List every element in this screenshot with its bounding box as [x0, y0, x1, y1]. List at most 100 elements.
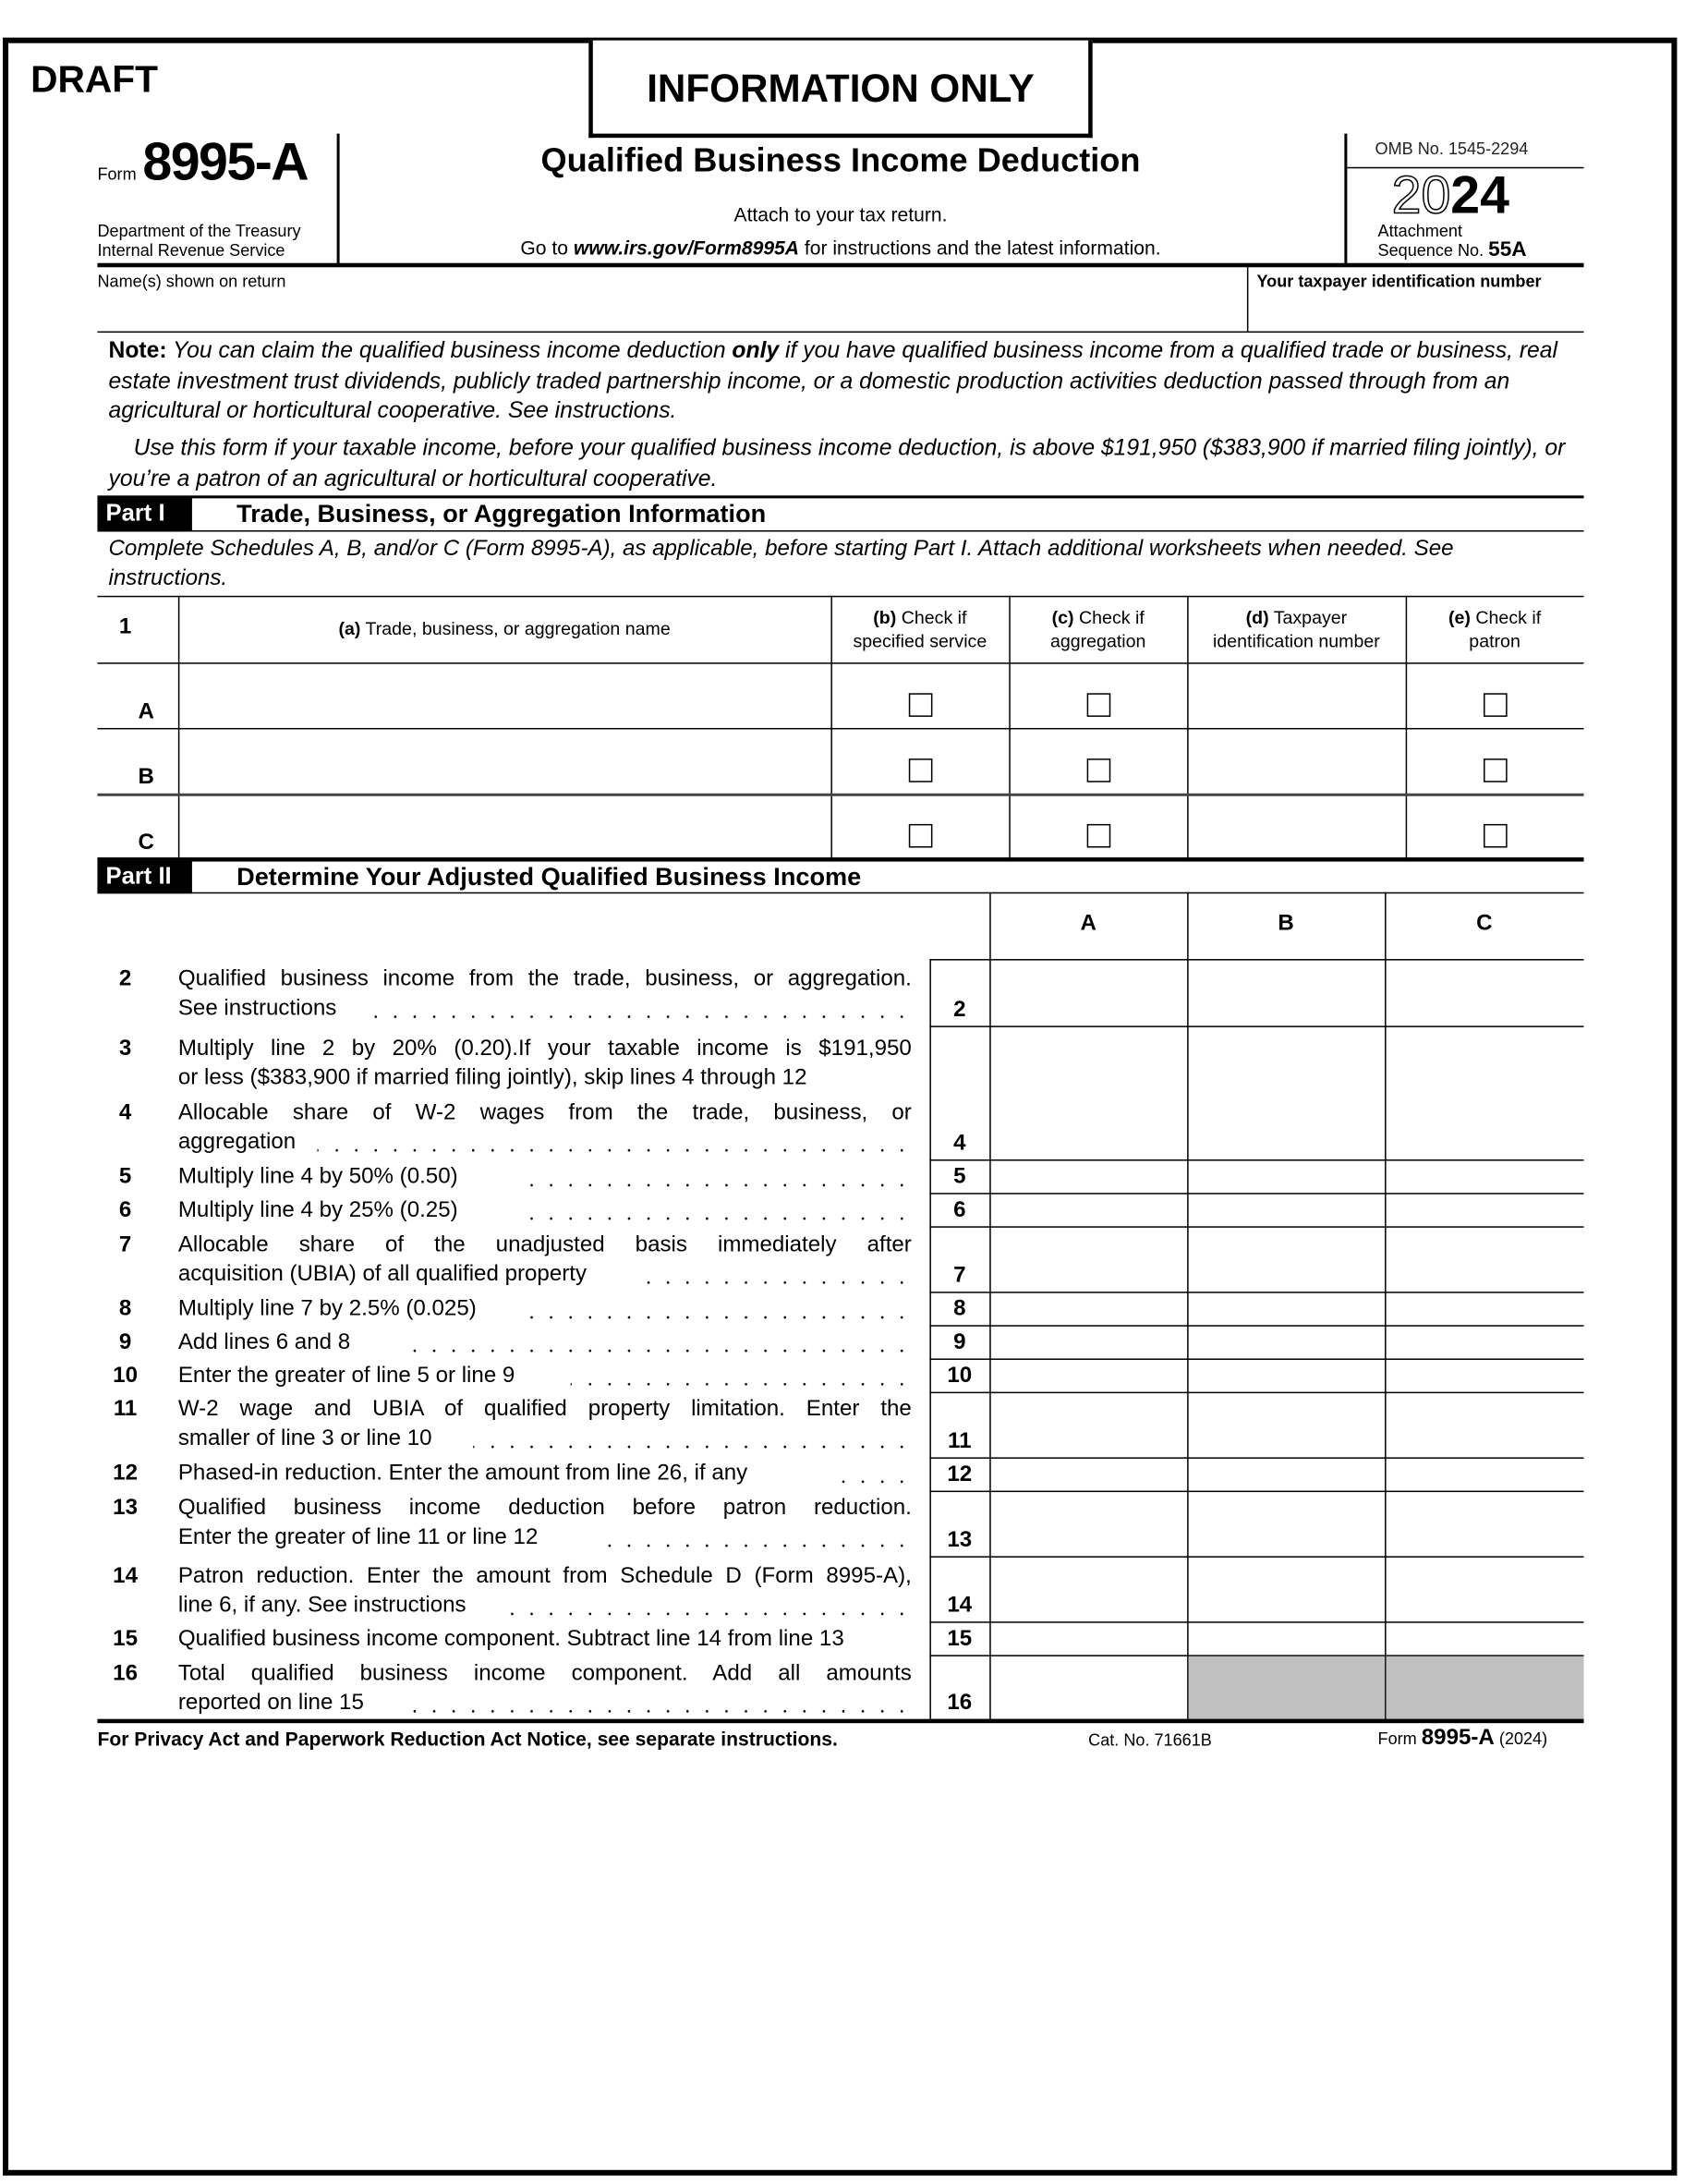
draft-watermark: DRAFT	[30, 58, 158, 101]
amount-input-line6-c[interactable]	[1387, 1195, 1584, 1227]
line-description: Add lines 6 and 8	[177, 1330, 351, 1354]
dot-leader	[410, 1348, 912, 1353]
goto-suffix: for instructions and the latest informat…	[799, 237, 1161, 260]
amount-input-line8-a[interactable]	[991, 1293, 1187, 1326]
line-rule	[929, 1193, 1584, 1195]
amount-input-line14-a[interactable]	[991, 1558, 1187, 1621]
line-number: 3	[118, 1037, 132, 1062]
specified-service-checkbox[interactable]	[908, 823, 933, 848]
line-rule	[929, 1556, 1584, 1558]
amount-input-line16-a[interactable]	[991, 1656, 1187, 1719]
amount-input-line2-c[interactable]	[1387, 961, 1584, 1026]
amount-input-line12-a[interactable]	[991, 1459, 1187, 1491]
privacy-notice: For Privacy Act and Paperwork Reduction …	[97, 1727, 838, 1750]
amount-input-line4-b[interactable]	[1189, 1027, 1385, 1159]
line-number: 5	[118, 1165, 132, 1189]
omb-divider	[1347, 166, 1584, 169]
amount-input-line4-a[interactable]	[991, 1027, 1187, 1159]
amount-input-line12-c[interactable]	[1387, 1459, 1584, 1491]
business-name-input[interactable]	[181, 731, 829, 791]
amount-input-line14-b[interactable]	[1189, 1558, 1385, 1621]
amount-input-line5-a[interactable]	[991, 1161, 1187, 1194]
amount-input-line15-b[interactable]	[1189, 1623, 1385, 1656]
amount-input-line2-a[interactable]	[991, 961, 1187, 1026]
patron-checkbox[interactable]	[1484, 693, 1508, 717]
amount-input-line6-b[interactable]	[1189, 1195, 1385, 1227]
line-box-number: 11	[948, 1429, 972, 1453]
amount-input-line13-c[interactable]	[1387, 1492, 1584, 1556]
patron-checkbox[interactable]	[1484, 823, 1508, 848]
tin-input[interactable]	[1190, 665, 1403, 725]
department: Department of the Treasury Internal Reve…	[97, 222, 300, 261]
amount-input-line13-b[interactable]	[1189, 1492, 1385, 1556]
part1-column-header: (c) Check if aggregation	[1009, 605, 1187, 652]
part1-table-top-rule	[97, 595, 1584, 598]
amount-input-line13-a[interactable]	[991, 1492, 1187, 1556]
tin-input[interactable]	[1190, 731, 1403, 791]
part2-title: Determine Your Adjusted Qualified Busine…	[236, 863, 862, 892]
amount-input-line11-a[interactable]	[991, 1393, 1187, 1457]
specified-service-checkbox[interactable]	[908, 693, 933, 717]
line-number: 13	[113, 1496, 138, 1521]
name-input[interactable]	[97, 292, 1246, 331]
aggregation-checkbox[interactable]	[1086, 693, 1111, 717]
footer-year: (2024)	[1498, 1729, 1548, 1749]
amount-input-line11-b[interactable]	[1189, 1393, 1385, 1457]
amount-input-line6-a[interactable]	[991, 1195, 1187, 1227]
amount-input-line15-a[interactable]	[991, 1623, 1187, 1656]
column-text-2: aggregation	[1049, 630, 1146, 652]
shaded-cell	[1386, 1656, 1584, 1719]
amount-input-line9-b[interactable]	[1189, 1327, 1385, 1359]
goto-prefix: Go to	[520, 237, 574, 260]
business-name-input[interactable]	[181, 665, 829, 725]
aggregation-checkbox[interactable]	[1086, 823, 1111, 848]
amount-input-line15-c[interactable]	[1387, 1623, 1584, 1656]
amount-input-line12-b[interactable]	[1189, 1459, 1385, 1491]
specified-service-checkbox[interactable]	[908, 758, 933, 783]
line-box-number: 9	[953, 1330, 966, 1354]
part1-column-divider	[177, 595, 180, 859]
amount-input-line7-b[interactable]	[1189, 1228, 1385, 1292]
amount-input-line5-b[interactable]	[1189, 1161, 1385, 1194]
line-description: smaller of line 3 or line 10	[177, 1426, 432, 1450]
aggregation-checkbox[interactable]	[1086, 758, 1111, 783]
line-number: 10	[113, 1364, 138, 1389]
amount-input-line7-a[interactable]	[991, 1228, 1187, 1292]
amount-input-line10-b[interactable]	[1189, 1360, 1385, 1392]
line-number: 4	[118, 1100, 132, 1125]
sequence-number: 55A	[1488, 237, 1527, 262]
column-text: Check if	[896, 606, 967, 628]
column-text: Taxpayer	[1268, 606, 1348, 628]
amount-input-line14-c[interactable]	[1387, 1558, 1584, 1621]
column-letter: (d)	[1245, 606, 1269, 628]
tin-input[interactable]	[1248, 292, 1583, 331]
amount-input-line7-c[interactable]	[1387, 1228, 1584, 1292]
amount-input-line2-b[interactable]	[1189, 961, 1385, 1026]
amount-input-line5-c[interactable]	[1387, 1161, 1584, 1194]
irs-link[interactable]: www.irs.gov/Form8995A	[573, 237, 800, 260]
line-rule	[929, 1025, 1584, 1027]
line-rule	[929, 1621, 1584, 1623]
amount-input-line10-a[interactable]	[991, 1360, 1187, 1392]
part1-column-header: (a) Trade, business, or aggregation name	[178, 616, 831, 640]
column-letter: (b)	[873, 606, 897, 628]
footer-form-word: Form	[1377, 1729, 1417, 1749]
part1-label: Part I	[97, 496, 192, 531]
line-description: Phased-in reduction. Enter the amount fr…	[177, 1461, 748, 1486]
tin-input[interactable]	[1190, 796, 1403, 856]
amount-input-line9-a[interactable]	[991, 1327, 1187, 1359]
patron-checkbox[interactable]	[1484, 758, 1508, 783]
line-description: See instructions	[177, 996, 337, 1021]
business-name-input[interactable]	[181, 796, 829, 856]
amount-input-line4-c[interactable]	[1387, 1027, 1584, 1159]
amount-input-line10-c[interactable]	[1387, 1360, 1584, 1392]
amount-input-line8-b[interactable]	[1189, 1293, 1385, 1326]
amount-input-line11-c[interactable]	[1387, 1393, 1584, 1457]
line-description: Multiply line 4 by 25% (0.25)	[177, 1198, 458, 1222]
form-number: 8995-A	[142, 133, 309, 192]
amount-input-line9-c[interactable]	[1387, 1327, 1584, 1359]
year-outline: 20	[1391, 166, 1451, 226]
amount-input-line8-c[interactable]	[1387, 1293, 1584, 1326]
line-description: Enter the greater of line 5 or line 9	[177, 1364, 515, 1389]
line-number: 14	[113, 1564, 138, 1589]
